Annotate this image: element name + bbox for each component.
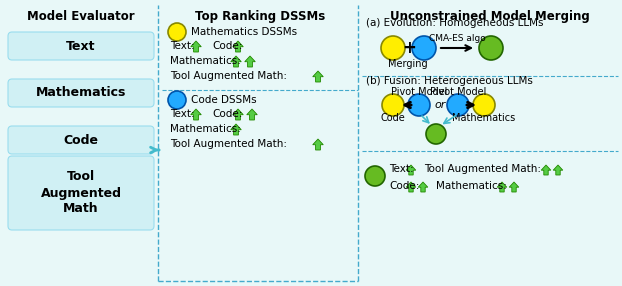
Circle shape [447,94,469,116]
Text: Code:: Code: [389,181,419,191]
Text: Pivot Model: Pivot Model [391,87,447,97]
Polygon shape [231,124,241,135]
Circle shape [382,94,404,116]
Text: (a) Evolution: Homogeneous LLMs: (a) Evolution: Homogeneous LLMs [366,18,544,28]
Text: Code: Code [381,113,406,123]
Circle shape [381,36,405,60]
Circle shape [168,91,186,109]
Text: Code DSSMs: Code DSSMs [191,95,257,105]
Circle shape [365,166,385,186]
Circle shape [426,124,446,144]
Polygon shape [406,165,415,175]
Text: Tool Augmented Math:: Tool Augmented Math: [170,139,287,149]
Text: Code:: Code: [212,41,243,51]
Polygon shape [191,41,202,52]
Circle shape [473,94,495,116]
Text: Text: Text [67,39,96,53]
Polygon shape [509,182,519,192]
Text: +: + [402,39,416,57]
Text: Mathematics:: Mathematics: [170,124,241,134]
Text: (b) Fusion: Heterogeneous LLMs: (b) Fusion: Heterogeneous LLMs [366,76,533,86]
Text: Mathematics:: Mathematics: [170,56,241,66]
Polygon shape [313,139,323,150]
Text: CMA-ES algo: CMA-ES algo [429,34,485,43]
Circle shape [412,36,436,60]
Text: Mathematics:: Mathematics: [436,181,507,191]
Text: Mathematics: Mathematics [36,86,126,100]
Polygon shape [497,182,507,192]
Polygon shape [191,109,202,120]
Polygon shape [553,165,563,175]
Text: Text:: Text: [170,109,195,119]
Text: Code:: Code: [212,109,243,119]
FancyBboxPatch shape [8,156,154,230]
Circle shape [479,36,503,60]
Circle shape [168,23,186,41]
Circle shape [408,94,430,116]
Text: Tool Augmented Math:: Tool Augmented Math: [170,71,287,81]
Text: Mathematics: Mathematics [452,113,516,123]
Polygon shape [406,182,415,192]
Text: Tool
Augmented
Math: Tool Augmented Math [40,170,121,215]
Text: Pivot Model: Pivot Model [430,87,486,97]
Polygon shape [313,71,323,82]
Polygon shape [231,56,241,67]
Polygon shape [233,109,243,120]
Text: Model Evaluator: Model Evaluator [27,10,135,23]
Polygon shape [233,41,243,52]
Text: Top Ranking DSSMs: Top Ranking DSSMs [195,10,325,23]
FancyBboxPatch shape [8,79,154,107]
Polygon shape [541,165,551,175]
Polygon shape [247,109,258,120]
FancyBboxPatch shape [8,32,154,60]
Text: Text:: Text: [170,41,195,51]
Text: Tool Augmented Math:: Tool Augmented Math: [424,164,541,174]
Text: Unconstrained Model Merging: Unconstrained Model Merging [390,10,590,23]
Text: Mathematics DSSMs: Mathematics DSSMs [191,27,297,37]
Text: Text:: Text: [389,164,414,174]
FancyBboxPatch shape [8,126,154,154]
Text: Merging: Merging [388,59,428,69]
Text: or: or [434,100,446,110]
Polygon shape [244,56,255,67]
Text: Code: Code [63,134,98,146]
Polygon shape [418,182,428,192]
